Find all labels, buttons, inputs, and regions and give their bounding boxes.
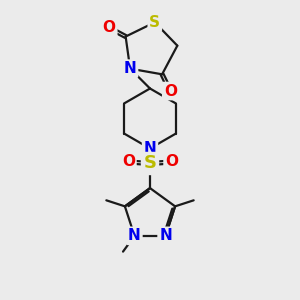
Text: N: N xyxy=(128,228,141,243)
Text: N: N xyxy=(159,228,172,243)
Text: O: O xyxy=(122,154,135,169)
Text: S: S xyxy=(149,15,160,30)
Text: N: N xyxy=(144,141,156,156)
Text: S: S xyxy=(143,154,157,172)
Text: O: O xyxy=(165,154,178,169)
Text: N: N xyxy=(124,61,136,76)
Text: O: O xyxy=(103,20,116,35)
Text: O: O xyxy=(164,83,177,98)
